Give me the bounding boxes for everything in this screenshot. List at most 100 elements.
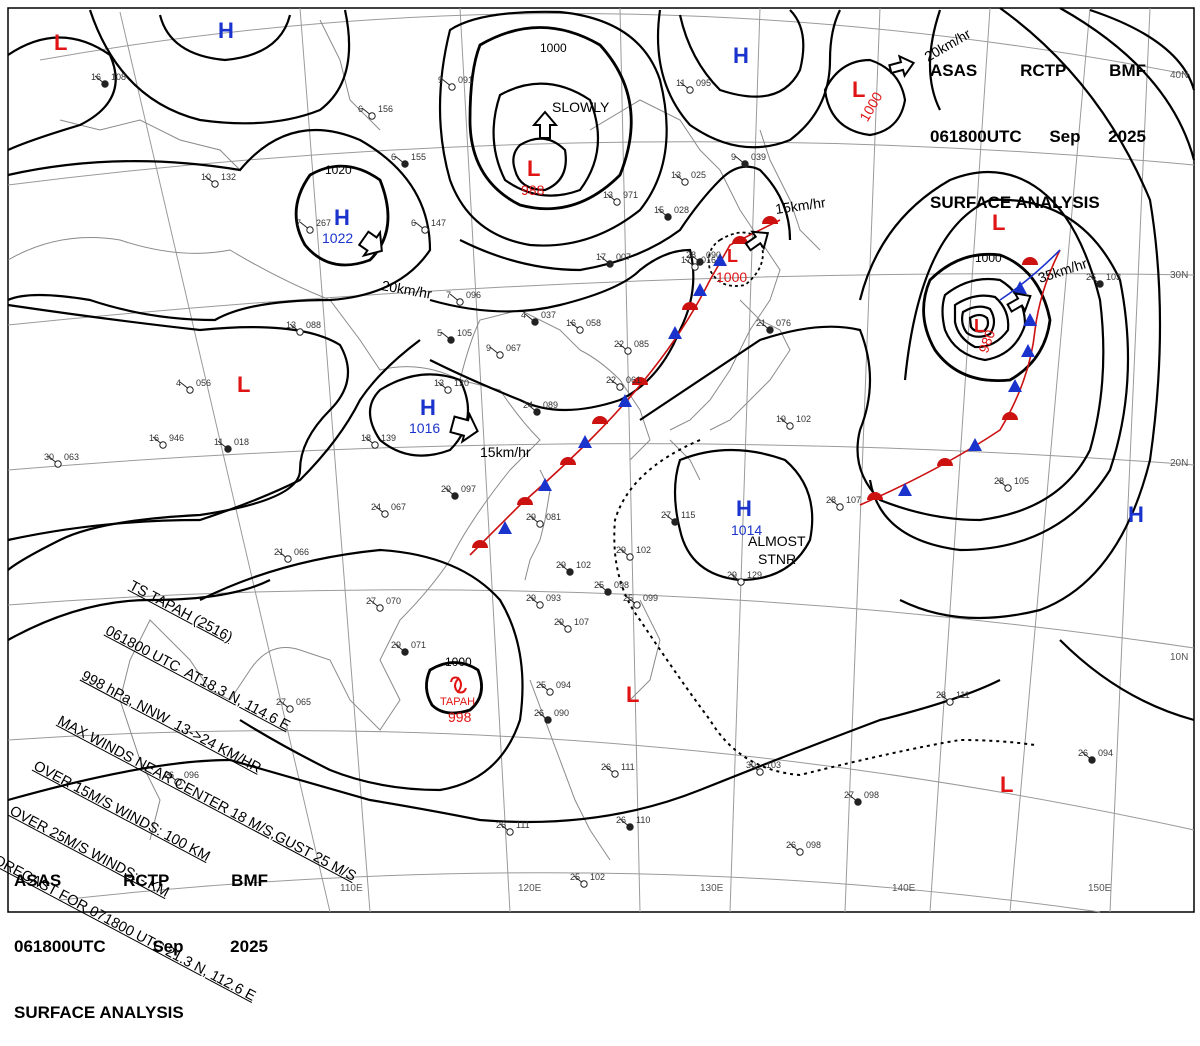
warm-front-semicircle — [1002, 412, 1018, 420]
station-temperature: 7 — [296, 218, 301, 228]
lon-label-120e: 120E — [518, 883, 542, 894]
header-top-agency: ASAS — [930, 61, 978, 80]
station-circle — [371, 441, 379, 449]
graticule — [7, 7, 1195, 913]
station-pressure: 111 — [621, 762, 635, 772]
station-plot: 24 067 — [371, 502, 406, 518]
station-pressure: 098 — [614, 580, 629, 590]
station-circle — [604, 588, 612, 596]
station-temperature: 6 — [358, 104, 363, 114]
station-circle — [54, 460, 62, 468]
station-temperature: 26 — [1078, 748, 1088, 758]
station-pressure: 129 — [747, 570, 762, 580]
high-symbol-north: H — [733, 43, 749, 68]
station-pressure: 088 — [306, 320, 321, 330]
motion-label-15kmhr-low: 15km/hr — [774, 194, 827, 217]
station-pressure: 102 — [590, 872, 605, 882]
station-circle — [368, 112, 376, 120]
station-pressure: 090 — [554, 708, 569, 718]
station-plot: 24 089 — [523, 400, 558, 416]
station-plot: 11 018 — [214, 437, 249, 453]
station-plot: 7 267 — [296, 218, 331, 234]
station-plot: 29 081 — [526, 512, 561, 528]
station-plot: 22 085 — [614, 339, 649, 355]
warm-front-semicircle — [937, 458, 953, 466]
station-plot: 26 111 — [601, 762, 635, 778]
header-bottom-agency: ASAS — [14, 871, 62, 890]
station-circle — [296, 328, 304, 336]
station-temperature: 13 — [434, 378, 444, 388]
station-circle — [671, 518, 679, 526]
station-plot: 29 102 — [556, 560, 591, 576]
cold-front-line — [859, 249, 1061, 506]
station-circle — [564, 625, 572, 633]
station-plot: 26 110 — [616, 815, 650, 831]
station-pressure: 120 — [454, 378, 469, 388]
station-pressure: 089 — [543, 400, 558, 410]
lat-label-40n: 40N — [1170, 70, 1188, 81]
station-plot: 25 094 — [536, 680, 571, 696]
station-plot: 9 039 — [731, 152, 766, 168]
station-temperature: 21 — [756, 318, 766, 328]
station-temperature: 29 — [727, 570, 737, 580]
station-pressure: 156 — [378, 104, 393, 114]
pressure-1014: 1014 — [731, 522, 762, 538]
station-temperature: 16 — [91, 72, 101, 82]
station-pressure: 107 — [574, 617, 589, 627]
station-temperature: 28 — [686, 250, 696, 260]
station-pressure: 971 — [623, 190, 638, 200]
low-symbol-japan: L — [727, 246, 738, 266]
station-temperature: 25 — [623, 593, 633, 603]
station-temperature: 29 — [441, 484, 451, 494]
low-symbol-se: L — [1000, 772, 1013, 797]
warm-front-semicircle — [472, 540, 488, 548]
station-plot: 6 155 — [391, 152, 426, 168]
station-temperature: 24 — [523, 400, 533, 410]
station-temperature: 21 — [274, 547, 284, 557]
station-temperature: 22 — [614, 339, 624, 349]
lat-label-20n: 20N — [1170, 458, 1188, 469]
station-plot: 25 098 — [594, 580, 629, 596]
station-plot: 25 102 — [570, 872, 605, 888]
warm-front-semicircle — [762, 216, 778, 224]
station-plot: 16 946 — [149, 433, 184, 449]
station-temperature: 26 — [616, 815, 626, 825]
station-plot: 4 056 — [176, 378, 211, 394]
cold-front-triangle — [693, 283, 707, 296]
station-temperature: 29 — [616, 545, 626, 555]
station-pressure: 037 — [541, 310, 556, 320]
low-symbol-nw: L — [54, 30, 67, 55]
station-circle — [606, 260, 614, 268]
station-plot: 28 105 — [994, 476, 1029, 492]
pressure-980: 980 — [975, 327, 998, 355]
station-temperature: 17 — [596, 252, 606, 262]
station-plot: 9 091 — [438, 75, 473, 91]
station-circle — [284, 555, 292, 563]
header-top-month: Sep — [1049, 127, 1081, 146]
station-plot: 29 129 — [727, 570, 762, 586]
station-circle — [616, 383, 624, 391]
station-circle — [536, 601, 544, 609]
station-circle — [696, 258, 704, 266]
station-temperature: 6 — [391, 152, 396, 162]
arrow-low-ne — [888, 54, 916, 78]
isobar-label-1000-north: 1000 — [540, 41, 567, 55]
station-circle — [456, 298, 464, 306]
station-pressure: 946 — [169, 433, 184, 443]
station-temperature: 17 — [681, 255, 691, 265]
station-plot: 27 098 — [844, 790, 879, 806]
station-circle — [444, 386, 452, 394]
arrow-low-1000-japan — [744, 230, 770, 252]
isobar-label-1000-east: 1000 — [975, 251, 1002, 265]
pressure-988: 988 — [521, 182, 545, 198]
station-temperature: 29 — [391, 640, 401, 650]
cold-front-triangle — [1021, 344, 1035, 357]
station-pressure: 111 — [956, 690, 970, 700]
pressure-1022: 1022 — [322, 230, 353, 246]
arrow-slowly — [531, 110, 559, 139]
station-plot: 10 132 — [201, 172, 236, 188]
station-plot: 26 111 — [496, 820, 530, 836]
station-circle — [401, 648, 409, 656]
station-plot: 15 028 — [654, 205, 689, 221]
station-circle — [664, 213, 672, 221]
